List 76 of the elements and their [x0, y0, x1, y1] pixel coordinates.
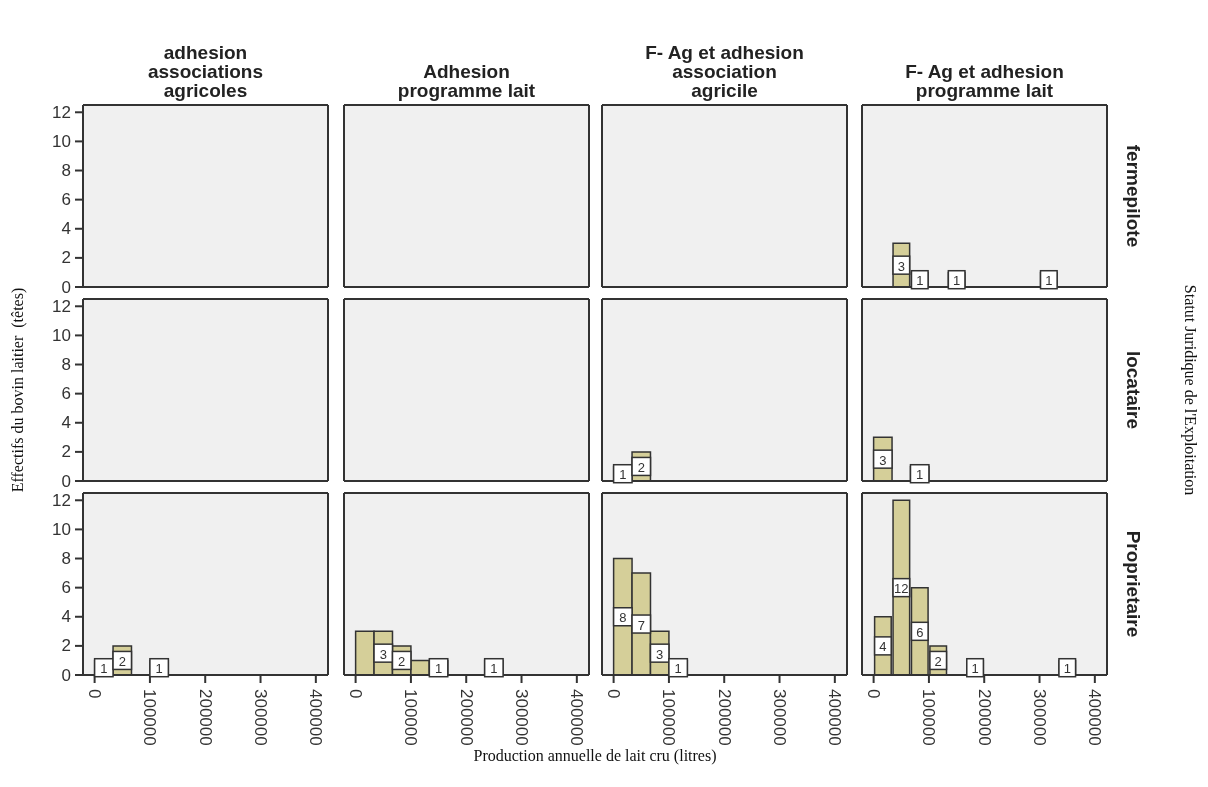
x-tick-label: 100000	[919, 689, 939, 746]
data-label: 1	[674, 661, 682, 677]
data-label: 1	[434, 661, 443, 677]
x-tick-label: 100000	[401, 689, 421, 746]
y-tick-label: 2	[61, 248, 71, 268]
y-tick-label: 6	[61, 190, 71, 210]
y2-axis-title: fermepilote	[1122, 144, 1145, 248]
data-label: 3	[897, 258, 905, 274]
x-tick-label: 400000	[306, 689, 326, 746]
data-label: 1	[916, 273, 924, 289]
x-tick-label: 100000	[659, 689, 679, 746]
x-tick-label: 200000	[456, 689, 476, 746]
data-label: 1	[490, 661, 498, 677]
chart-title: adhesion associations agricoles	[146, 41, 265, 101]
x-tick-label: 200000	[974, 689, 994, 746]
x-tick-label: 300000	[251, 689, 271, 746]
x-tick-label: 400000	[825, 689, 845, 746]
x-tick-label: 200000	[195, 689, 215, 746]
y2-axis-title: locataire	[1122, 350, 1144, 430]
y-tick-label: 4	[61, 219, 71, 239]
chart-title: Adhesion programme lait	[396, 60, 537, 101]
y-tick-label: 4	[61, 413, 71, 433]
data-label: 8	[619, 610, 627, 626]
x-tick-label: 400000	[567, 689, 587, 746]
data-label: 1	[953, 273, 961, 289]
data-label: 1	[155, 661, 163, 677]
chart-title: F- Ag et adhesion programme lait	[904, 60, 1065, 101]
text: Production annuelle de lait cru (litres)	[472, 747, 718, 765]
data-label: 3	[656, 646, 664, 662]
y-tick-label: 10	[52, 131, 71, 151]
y-tick-label: 0	[61, 277, 71, 297]
y-tick-label: 6	[61, 578, 71, 598]
y-tick-label: 8	[61, 355, 71, 375]
data-label: 6	[916, 624, 924, 640]
x-tick-label: 0	[864, 689, 884, 699]
x-tick-label: 300000	[512, 689, 532, 746]
y-tick-label: 10	[52, 325, 71, 345]
y-tick-label: 8	[61, 549, 71, 569]
data-label: 2	[398, 653, 406, 669]
y-tick-label: 8	[61, 161, 71, 181]
data-label: 1	[100, 661, 108, 677]
x-tick-label: 300000	[1030, 689, 1050, 746]
y-tick-label: 12	[52, 490, 71, 510]
y-tick-label: 12	[52, 102, 71, 122]
data-label: 3	[379, 646, 387, 662]
y-tick-label: 10	[52, 519, 71, 539]
data-label: 4	[879, 639, 887, 655]
x-tick-label: 0	[85, 689, 105, 699]
text: Statut Juridique de l'Exploitation	[1181, 284, 1200, 496]
data-label: 2	[934, 653, 942, 669]
x-tick-label: 400000	[1085, 689, 1105, 746]
text: Effectifs du bovin laitier (têtes)	[9, 287, 27, 493]
y2-axis-title: Proprietaire	[1122, 530, 1144, 638]
data-label: 1	[916, 467, 924, 483]
data-label: 7	[637, 617, 645, 633]
data-label: 1	[1063, 661, 1071, 677]
y-tick-label: 12	[52, 296, 71, 316]
data-label: 1	[619, 467, 627, 483]
y-tick-label: 0	[61, 665, 71, 685]
x-tick-label: 0	[346, 689, 366, 699]
x-tick-label: 300000	[770, 689, 790, 746]
y-tick-label: 2	[61, 442, 71, 462]
y-tick-label: 4	[61, 607, 71, 627]
data-label: 2	[637, 459, 645, 475]
data-label: 1	[1045, 273, 1053, 289]
x-tick-label: 100000	[140, 689, 160, 746]
y-tick-label: 0	[61, 471, 71, 491]
x-tick-label: 0	[604, 689, 624, 699]
chart-title: F- Ag et adhesion association agricile	[644, 41, 805, 101]
data-label: 12	[894, 581, 909, 597]
x-tick-label: 200000	[714, 689, 734, 746]
y-tick-label: 6	[61, 384, 71, 404]
data-label: 3	[879, 452, 887, 468]
data-label: 1	[971, 661, 979, 677]
data-label: 2	[118, 653, 126, 669]
y-tick-label: 2	[61, 636, 71, 656]
